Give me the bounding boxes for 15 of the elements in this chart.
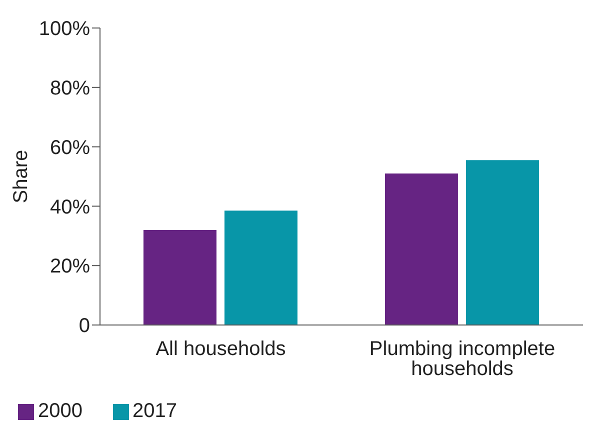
bar bbox=[224, 210, 298, 325]
y-tick-label: 60% bbox=[50, 136, 90, 159]
bar bbox=[143, 230, 216, 325]
x-tick-label: Plumbing incomplete households bbox=[369, 338, 556, 380]
x-tick-label: All households bbox=[156, 338, 286, 360]
y-tick-label: 0 bbox=[78, 315, 90, 338]
y-tick-label: 100% bbox=[38, 18, 90, 40]
bar bbox=[384, 174, 458, 325]
legend-label: 2000 bbox=[38, 400, 82, 422]
bar bbox=[466, 160, 539, 325]
legend-label: 2017 bbox=[132, 400, 177, 422]
y-tick-label: 20% bbox=[50, 256, 90, 278]
y-tick-label: 80% bbox=[50, 78, 90, 100]
y-tick-label: 40% bbox=[50, 196, 90, 218]
y-axis-title: Share bbox=[10, 150, 32, 204]
